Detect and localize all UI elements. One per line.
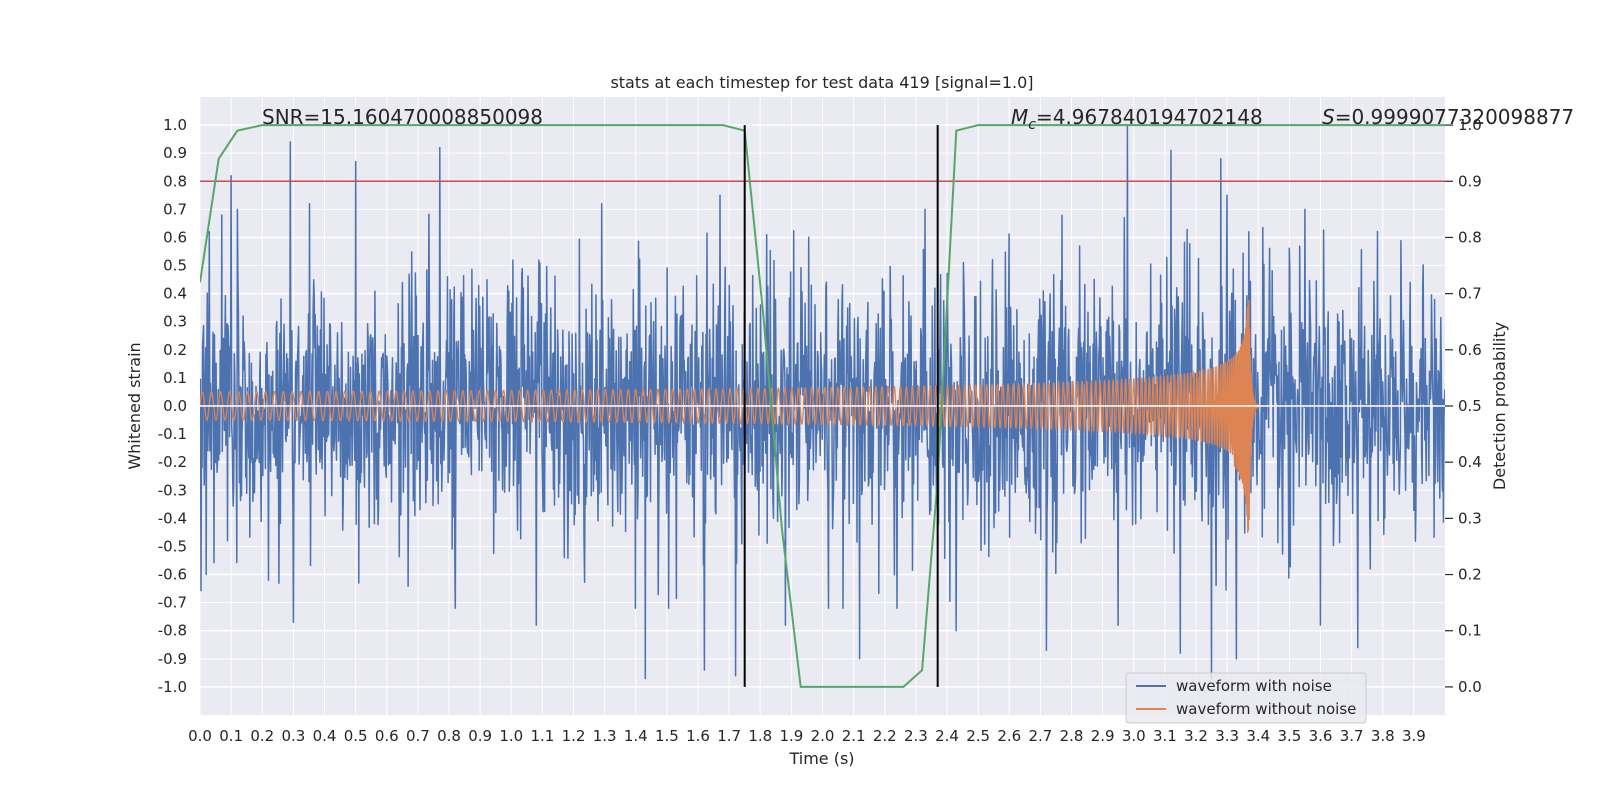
y-tick-label: -0.3 [158,481,187,499]
x-tick-label: 1.1 [530,727,554,745]
y-tick-label: -0.2 [158,453,187,471]
x-tick-label: 3.8 [1371,727,1395,745]
y-tick-label: 0.2 [163,341,187,359]
x-tick-label: 1.8 [748,727,772,745]
y-tick-label: 0.4 [163,285,187,303]
y2-tick-label: 0.8 [1458,228,1482,246]
x-tick-label: 2.6 [997,727,1021,745]
x-tick-label: 3.5 [1277,727,1301,745]
x-tick-label: 2.8 [1060,727,1084,745]
x-tick-label: 1.3 [593,727,617,745]
y-tick-labels: 1.0 0.9 0.8 0.7 0.6 0.5 0.4 0.3 0.2 0.1 0.0 -0.1 -0.… [158,116,187,696]
y-tick-label: 0.6 [163,228,187,246]
y-tick-label: 0.0 [163,397,187,415]
x-tick-label: 3.7 [1340,727,1364,745]
x-axis-label: Time (s) [788,749,854,768]
x-tick-labels: 0.0 0.1 0.2 0.3 0.4 0.5 0.6 0.7 0.8 0.9 1.0 1.1 1.2 1… [188,727,1426,745]
x-tick-label: 0.9 [468,727,492,745]
x-tick-label: 1.9 [779,727,803,745]
y2-tick-label: 0.0 [1458,678,1482,696]
y-tick-label: -0.6 [158,566,187,584]
y2-tick-label: 0.9 [1458,172,1482,190]
y-tick-label: 0.7 [163,200,187,218]
x-tick-label: 1.5 [655,727,679,745]
y2-tick-label: 1.0 [1458,116,1482,134]
x-tick-label: 3.2 [1184,727,1208,745]
chart-title: stats at each timestep for test data 419… [610,73,1033,92]
x-tick-label: 1.4 [624,727,648,745]
score-symbol: S [1322,105,1335,129]
series-detection-probability [200,124,1445,688]
chirp-mass-subscript: c [1028,117,1036,133]
x-tick-label: 2.7 [1028,727,1052,745]
x-tick-label: 0.5 [344,727,368,745]
x-tick-label: 1.6 [686,727,710,745]
x-tick-label: 0.2 [250,727,274,745]
x-tick-label: 0.3 [281,727,305,745]
y2-tick-label: 0.6 [1458,341,1482,359]
chirp-mass-annotation: Mc=4.967840194702148 [1011,105,1263,133]
x-tick-label: 3.6 [1309,727,1333,745]
plot-area [200,124,1445,688]
y-tick-label: -0.8 [158,622,187,640]
series-waveform-without-noise [200,300,1445,533]
y-tick-label: -0.1 [158,425,187,443]
y-tick-label: -0.5 [158,537,187,555]
x-tick-label: 2.5 [966,727,990,745]
x-tick-label: 0.0 [188,727,212,745]
x-tick-label: 0.8 [437,727,461,745]
x-tick-label: 0.4 [313,727,337,745]
y-tick-label: 1.0 [163,116,187,134]
x-tick-label: 0.6 [375,727,399,745]
x-tick-label: 3.4 [1246,727,1270,745]
x-tick-label: 2.9 [1091,727,1115,745]
chirp-mass-value: =4.967840194702148 [1036,105,1263,129]
x-tick-label: 3.1 [1153,727,1177,745]
y-tick-label: 0.8 [163,172,187,190]
x-tick-label: 1.7 [717,727,741,745]
y2-tick-label: 0.7 [1458,285,1482,303]
score-value: =0.9999077320098877 [1335,105,1574,129]
y-tick-label: -0.4 [158,509,187,527]
y-tick-label: -1.0 [158,678,187,696]
y2-tick-label: 0.3 [1458,509,1482,527]
legend-box [1125,672,1367,724]
snr-annotation: SNR=15.160470008850098 [262,105,543,129]
y-tick-label: 0.5 [163,257,187,275]
y-tick-label: 0.1 [163,369,187,387]
x-tick-label: 0.1 [219,727,243,745]
x-tick-label: 3.3 [1215,727,1239,745]
y2-tick-label: 0.2 [1458,566,1482,584]
x-tick-label: 2.1 [842,727,866,745]
y-tick-label: 0.9 [163,144,187,162]
x-tick-label: 3.9 [1402,727,1426,745]
x-tick-label: 0.7 [406,727,430,745]
y2-axis-label: Detection probability [1490,322,1509,490]
legend-label-clean: waveform without noise [1176,700,1356,718]
y-tick-label: 0.3 [163,313,187,331]
x-tick-label: 2.2 [873,727,897,745]
y2-tick-label: 0.5 [1458,397,1482,415]
y2-tick-labels: 1.0 0.9 0.8 0.7 0.6 0.5 0.4 0.3 0.2 0.1 0.0 [1445,116,1482,696]
x-tick-label: 1.0 [499,727,523,745]
x-tick-label: 3.0 [1122,727,1146,745]
y2-tick-label: 0.4 [1458,453,1482,471]
legend-label-noisy: waveform with noise [1176,677,1332,695]
y-tick-label: -0.7 [158,594,187,612]
y-tick-label: -0.9 [158,650,187,668]
x-tick-label: 2.4 [935,727,959,745]
legend: waveform with noise waveform without noi… [1125,672,1367,724]
y2-tick-label: 0.1 [1458,622,1482,640]
score-annotation: S=0.9999077320098877 [1322,105,1574,129]
x-tick-label: 1.2 [562,727,586,745]
chirp-mass-symbol: M [1011,105,1028,129]
x-tick-label: 2.3 [904,727,928,745]
y-axis-label: Whitened strain [125,342,144,469]
x-tick-label: 2.0 [811,727,835,745]
